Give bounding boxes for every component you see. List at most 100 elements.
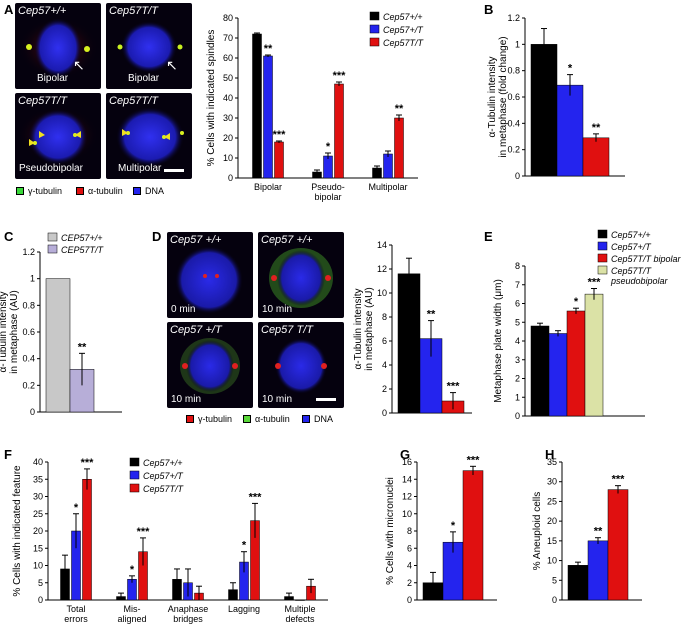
bar xyxy=(556,84,584,177)
micrograph-d-2-time: 10 min xyxy=(262,304,293,315)
legend-label: Cep57+/+ xyxy=(611,230,651,240)
panel-letter-f: F xyxy=(4,447,12,462)
key-d-alpha-label: α-tubulin xyxy=(255,414,290,424)
key-a-gamma-swatch xyxy=(16,187,24,195)
legend-swatch xyxy=(47,232,58,242)
legend-label: Cep57T/T bipolar xyxy=(611,254,682,264)
micrograph-d-3-time: 10 min xyxy=(171,394,202,405)
legend-label: Cep57+/+ xyxy=(383,12,423,22)
legend-label: Cep57+/T xyxy=(611,242,652,252)
bar xyxy=(82,479,92,601)
y-tick-label: 15 xyxy=(547,536,557,546)
micrograph-d-1: Cep57 +/+ 0 min xyxy=(167,232,253,318)
y-tick-label: 0.8 xyxy=(507,66,520,76)
y-tick-label: 0.6 xyxy=(22,327,35,337)
y-tick-label: 5 xyxy=(38,578,43,588)
micrograph-a-3-label: Pseudobipolar xyxy=(19,163,83,174)
y-tick-label: 40 xyxy=(33,457,43,467)
micrograph-d-1-genotype: Cep57 +/+ xyxy=(170,234,222,246)
micrograph-a-2-genotype: Cep57T/T xyxy=(109,5,158,17)
micrograph-a-3-image xyxy=(18,107,98,165)
chart-c: 0 0.2 0.4 0.6 0.8 1 1.2 α-Tubulin intensityin m… xyxy=(0,232,122,417)
y-tick-label: 1.2 xyxy=(22,247,35,257)
bar xyxy=(383,153,393,179)
bar xyxy=(584,293,604,417)
y-tick-label: 4 xyxy=(515,336,520,346)
legend-label: Cep57+/T xyxy=(383,25,424,35)
micrograph-d-1-image xyxy=(175,246,243,314)
y-tick-label: 20 xyxy=(223,133,233,143)
micrograph-a-4: Cep57T/T Multipolar xyxy=(106,93,192,179)
significance-label: * xyxy=(451,520,456,532)
y-tick-label: 10 xyxy=(547,556,557,566)
y-tick-label: 20 xyxy=(33,526,43,536)
micrograph-d-4-image xyxy=(275,338,336,401)
bar xyxy=(394,117,404,179)
key-d-dna-swatch xyxy=(302,415,310,423)
chart-a: 0 10 20 30 40 50 60 70 80 % Cells with indicated … xyxy=(206,11,425,202)
micrograph-d-1-time: 0 min xyxy=(171,304,196,315)
panel-letter-b: B xyxy=(484,2,494,17)
key-d-gamma-label: γ-tubulin xyxy=(198,414,233,424)
significance-label: *** xyxy=(333,70,347,82)
micrograph-a-1-genotype: Cep57+/+ xyxy=(18,5,67,17)
micrograph-d-2-genotype: Cep57 +/+ xyxy=(261,234,313,246)
significance-label: * xyxy=(130,564,135,576)
y-tick-label: 1 xyxy=(515,392,520,402)
micrograph-d-4-genotype: Cep57 T/T xyxy=(261,324,313,336)
panel-letter-h: H xyxy=(545,447,555,462)
y-axis-label: α-Tubulin intensityin metaphase (AU) xyxy=(353,287,375,370)
significance-label: *** xyxy=(447,381,461,393)
panel-letter-d: D xyxy=(152,229,162,244)
chart-b: 0 0.2 0.4 0.6 0.8 1 1.2 α-Tubulin intensityin m… xyxy=(487,13,625,181)
significance-label: *** xyxy=(467,454,481,466)
legend-swatch xyxy=(597,265,608,275)
y-tick-label: 0 xyxy=(382,408,387,418)
arrow-icon: ↖ xyxy=(166,57,178,73)
panel-letter-c: C xyxy=(4,229,14,244)
bar xyxy=(567,565,589,601)
y-tick-label: 0.4 xyxy=(507,118,520,128)
bar xyxy=(252,33,262,179)
y-tick-label: 0.2 xyxy=(22,380,35,390)
y-tick-label: 1.2 xyxy=(507,13,520,23)
micrograph-d-3: Cep57 +/T 10 min xyxy=(167,322,253,408)
y-tick-label: 0.4 xyxy=(22,354,35,364)
y-tick-label: 30 xyxy=(33,492,43,502)
y-tick-label: 10 xyxy=(223,153,233,163)
micrograph-a-4-image xyxy=(116,107,184,172)
key-d-alpha-swatch xyxy=(243,415,251,423)
legend-swatch xyxy=(47,244,58,254)
legend-swatch xyxy=(129,457,140,467)
bar xyxy=(548,333,568,417)
x-tick-label: Lagging xyxy=(228,604,260,614)
y-axis-label: % Aneuploid cells xyxy=(532,492,543,570)
key-a-alpha-label: α-tubulin xyxy=(88,186,123,196)
y-tick-label: 6 xyxy=(515,299,520,309)
y-tick-label: 6 xyxy=(382,336,387,346)
y-tick-label: 40 xyxy=(223,93,233,103)
micrograph-d-2-image xyxy=(269,248,333,308)
y-tick-label: 6 xyxy=(407,543,412,553)
y-tick-label: 50 xyxy=(223,73,233,83)
y-tick-label: 0 xyxy=(228,173,233,183)
legend-label: Cep57+/T xyxy=(143,471,184,481)
significance-label: ** xyxy=(395,103,404,115)
y-tick-label: 12 xyxy=(402,492,412,502)
micrograph-a-3: Cep57T/T Pseudobipolar xyxy=(15,93,101,179)
key-a-dna: DNA xyxy=(133,186,164,196)
y-axis-label: % Cells with indicated spindles xyxy=(206,30,217,167)
micrograph-a-1-label: Bipolar xyxy=(37,73,69,84)
panel-letter-a: A xyxy=(4,2,14,17)
micrograph-a-4-genotype: Cep57T/T xyxy=(109,95,158,107)
micrograph-a-2-label: Bipolar xyxy=(128,73,160,84)
significance-label: ** xyxy=(264,43,273,55)
bar xyxy=(462,470,484,601)
y-tick-label: 8 xyxy=(515,261,520,271)
y-tick-label: 2 xyxy=(515,374,520,384)
significance-label: ** xyxy=(594,526,603,538)
significance-label: *** xyxy=(81,457,95,469)
y-tick-label: 35 xyxy=(33,474,43,484)
bar xyxy=(274,141,284,179)
